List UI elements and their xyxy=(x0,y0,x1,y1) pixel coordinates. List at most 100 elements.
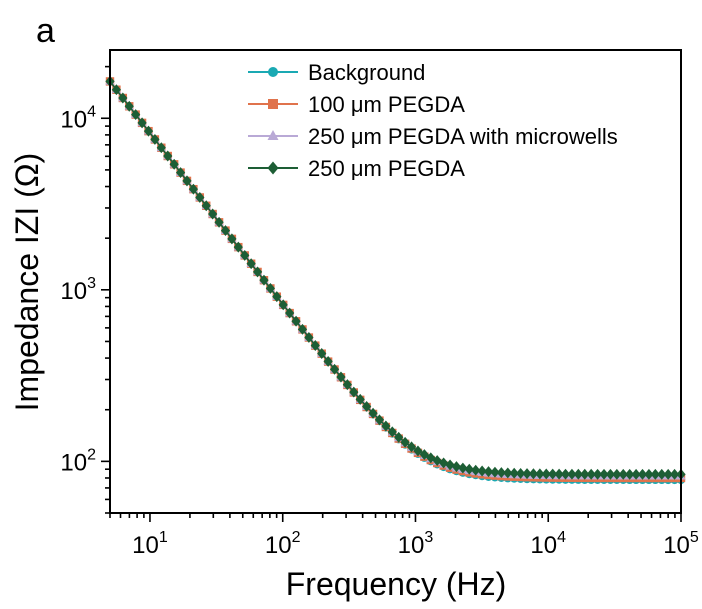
data-point xyxy=(406,441,417,453)
legend-label: 250 μm PEGDA with microwells xyxy=(308,124,618,149)
data-point xyxy=(374,414,385,426)
data-point xyxy=(458,462,468,474)
data-point xyxy=(265,282,276,294)
data-point xyxy=(400,436,410,448)
data-point xyxy=(195,191,205,203)
data-point xyxy=(291,315,301,327)
data-point xyxy=(445,459,455,471)
legend-marker xyxy=(267,130,279,140)
data-point xyxy=(573,468,583,480)
data-point xyxy=(515,467,526,479)
data-point xyxy=(471,464,481,476)
x-axis-title: Frequency (Hz) xyxy=(286,566,507,602)
data-point xyxy=(220,225,231,237)
data-point xyxy=(394,431,404,443)
data-point xyxy=(342,379,353,391)
legend-marker xyxy=(268,99,278,109)
data-point xyxy=(163,150,173,162)
legend-marker xyxy=(268,67,278,77)
data-point xyxy=(483,466,494,478)
data-point xyxy=(118,92,128,104)
data-point xyxy=(111,84,122,96)
legend-label: Background xyxy=(308,60,425,85)
data-point xyxy=(432,455,442,467)
data-point xyxy=(522,468,532,480)
data-point xyxy=(169,158,179,170)
y-tick-label: 104 xyxy=(60,103,96,133)
x-tick-label: 101 xyxy=(132,529,168,559)
x-tick-label: 102 xyxy=(265,529,301,559)
data-point xyxy=(669,468,680,480)
legend-label: 250 μm PEGDA xyxy=(308,156,465,181)
data-point xyxy=(586,468,596,480)
data-point xyxy=(381,420,391,432)
data-point xyxy=(188,183,199,195)
data-point xyxy=(246,258,256,270)
data-point xyxy=(368,407,378,419)
data-point xyxy=(605,468,616,480)
legend-item: 100 μm PEGDA xyxy=(248,92,465,117)
data-point xyxy=(272,291,282,303)
data-point xyxy=(541,468,551,480)
data-point xyxy=(490,466,500,478)
data-point xyxy=(387,426,397,438)
y-axis-title: Impedance IZI (Ω) xyxy=(9,153,45,412)
data-point xyxy=(323,355,333,367)
data-point xyxy=(285,307,295,319)
data-point xyxy=(304,331,314,343)
data-point xyxy=(240,249,250,261)
data-point xyxy=(528,468,539,480)
data-point xyxy=(336,371,346,383)
y-axis: 102 103 104 xyxy=(60,65,110,514)
data-point xyxy=(438,457,449,469)
data-point xyxy=(535,468,545,480)
data-point xyxy=(329,363,340,375)
x-axis: 101 102 103 104 105 xyxy=(109,513,699,559)
data-point xyxy=(362,400,372,412)
x-tick-label: 103 xyxy=(398,529,434,559)
legend-label: 100 μm PEGDA xyxy=(308,92,465,117)
data-point xyxy=(618,468,628,480)
data-point xyxy=(355,393,365,405)
data-point xyxy=(150,133,160,145)
data-point xyxy=(227,233,237,245)
data-point xyxy=(592,468,603,480)
legend-item: 250 μm PEGDA xyxy=(248,156,465,181)
legend-marker xyxy=(267,161,279,175)
data-point xyxy=(175,167,186,179)
y-tick-label: 102 xyxy=(60,446,96,476)
data-point xyxy=(509,467,519,479)
data-point xyxy=(548,468,558,480)
data-point xyxy=(233,241,243,253)
data-point xyxy=(252,266,263,278)
x-tick-label: 105 xyxy=(663,529,699,559)
data-point xyxy=(259,274,269,286)
data-point xyxy=(317,348,327,359)
legend-item: 250 μm PEGDA with microwells xyxy=(248,124,618,149)
data-point xyxy=(554,468,564,480)
data-point xyxy=(560,468,571,480)
data-point xyxy=(214,216,224,228)
data-point xyxy=(503,467,513,479)
data-point xyxy=(599,468,609,480)
plot-frame xyxy=(109,49,682,514)
data-point xyxy=(625,468,635,480)
data-point xyxy=(310,340,320,351)
data-point xyxy=(297,323,308,335)
data-point xyxy=(131,109,141,121)
data-point xyxy=(464,463,474,475)
data-point xyxy=(477,465,487,477)
data-point xyxy=(496,467,506,479)
y-tick-label: 103 xyxy=(60,275,96,305)
data-point xyxy=(650,468,660,480)
data-point xyxy=(567,468,577,480)
data-point xyxy=(631,468,641,480)
data-point xyxy=(137,117,147,129)
legend-item: Background xyxy=(248,60,425,85)
data-point xyxy=(413,445,423,457)
panel-label: a xyxy=(36,12,55,50)
data-point xyxy=(419,449,429,461)
series-4 xyxy=(105,75,686,480)
data-point xyxy=(637,468,648,480)
